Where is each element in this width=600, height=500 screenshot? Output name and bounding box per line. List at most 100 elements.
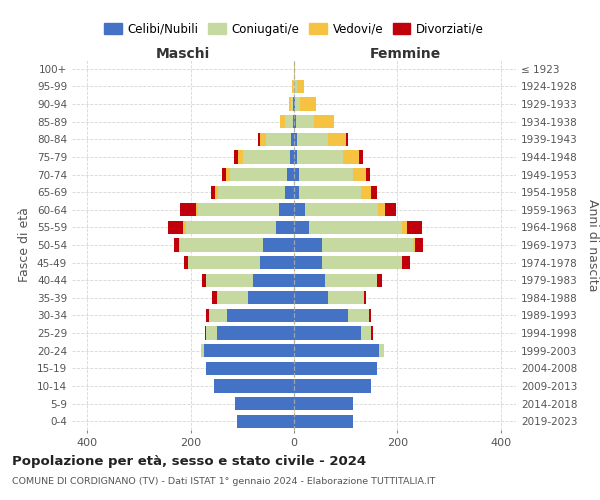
Bar (361, 186, 371, 198)
Bar (294, 326, 361, 340)
Bar (202, 274, 206, 287)
Bar (289, 98, 292, 110)
Bar (235, 397, 294, 410)
Bar (290, 150, 294, 164)
Bar (253, 274, 294, 287)
Bar (369, 309, 371, 322)
Bar (328, 291, 364, 304)
Bar (217, 326, 294, 340)
Bar (293, 115, 294, 128)
Bar (263, 238, 294, 252)
Bar (294, 256, 322, 269)
Bar (205, 326, 206, 340)
Bar (234, 150, 238, 164)
Bar (364, 291, 366, 304)
Bar (300, 98, 316, 110)
Bar (385, 203, 396, 216)
Bar (294, 221, 310, 234)
Bar (237, 414, 294, 428)
Bar (371, 186, 377, 198)
Bar (371, 326, 373, 340)
Bar (244, 150, 290, 164)
Bar (212, 291, 217, 304)
Text: COMUNE DI CORDIGNANO (TV) - Dati ISTAT 1° gennaio 2024 - Elaborazione TUTTITALIA: COMUNE DI CORDIGNANO (TV) - Dati ISTAT 1… (12, 478, 436, 486)
Bar (181, 203, 196, 216)
Bar (285, 186, 294, 198)
Bar (260, 132, 266, 146)
Bar (322, 238, 413, 252)
Bar (296, 80, 304, 93)
Bar (415, 238, 423, 252)
Bar (260, 256, 294, 269)
Bar (206, 274, 253, 287)
Bar (211, 186, 215, 198)
Bar (294, 186, 299, 198)
Bar (184, 256, 188, 269)
Bar (325, 274, 377, 287)
Bar (294, 397, 353, 410)
Bar (310, 221, 403, 234)
Bar (294, 80, 296, 93)
Bar (258, 132, 260, 146)
Bar (296, 150, 343, 164)
Bar (294, 150, 296, 164)
Bar (328, 132, 346, 146)
Bar (322, 256, 403, 269)
Bar (314, 115, 334, 128)
Bar (179, 238, 181, 252)
Bar (366, 168, 370, 181)
Bar (183, 221, 185, 234)
Bar (294, 344, 379, 358)
Bar (294, 62, 295, 76)
Bar (218, 186, 285, 198)
Bar (346, 132, 348, 146)
Bar (293, 80, 294, 93)
Bar (299, 168, 353, 181)
Bar (292, 132, 294, 146)
Bar (294, 362, 377, 375)
Bar (196, 203, 199, 216)
Bar (292, 98, 293, 110)
Legend: Celibi/Nubili, Coniugati/e, Vedovi/e, Divorziati/e: Celibi/Nubili, Coniugati/e, Vedovi/e, Di… (99, 18, 489, 40)
Bar (294, 168, 299, 181)
Text: Maschi: Maschi (156, 47, 210, 61)
Bar (294, 414, 353, 428)
Bar (359, 150, 362, 164)
Bar (174, 238, 179, 252)
Bar (167, 221, 183, 234)
Bar (188, 256, 260, 269)
Bar (294, 98, 295, 110)
Bar (294, 115, 296, 128)
Bar (343, 150, 359, 164)
Bar (292, 80, 293, 93)
Bar (299, 186, 361, 198)
Bar (294, 291, 328, 304)
Bar (294, 309, 348, 322)
Bar (222, 168, 226, 181)
Bar (294, 380, 371, 392)
Bar (209, 309, 227, 322)
Bar (403, 256, 410, 269)
Bar (201, 344, 203, 358)
Bar (227, 309, 294, 322)
Bar (206, 326, 217, 340)
Bar (294, 274, 325, 287)
Bar (361, 326, 371, 340)
Text: Popolazione per età, sesso e stato civile - 2024: Popolazione per età, sesso e stato civil… (12, 455, 366, 468)
Bar (413, 238, 415, 252)
Bar (348, 309, 369, 322)
Bar (215, 186, 218, 198)
Bar (294, 203, 305, 216)
Bar (214, 380, 294, 392)
Bar (285, 115, 293, 128)
Bar (296, 115, 314, 128)
Bar (377, 274, 382, 287)
Bar (185, 221, 276, 234)
Bar (248, 291, 294, 304)
Y-axis label: Fasce di età: Fasce di età (19, 208, 31, 282)
Bar (379, 344, 385, 358)
Bar (353, 168, 366, 181)
Bar (199, 203, 278, 216)
Bar (305, 203, 377, 216)
Bar (226, 168, 230, 181)
